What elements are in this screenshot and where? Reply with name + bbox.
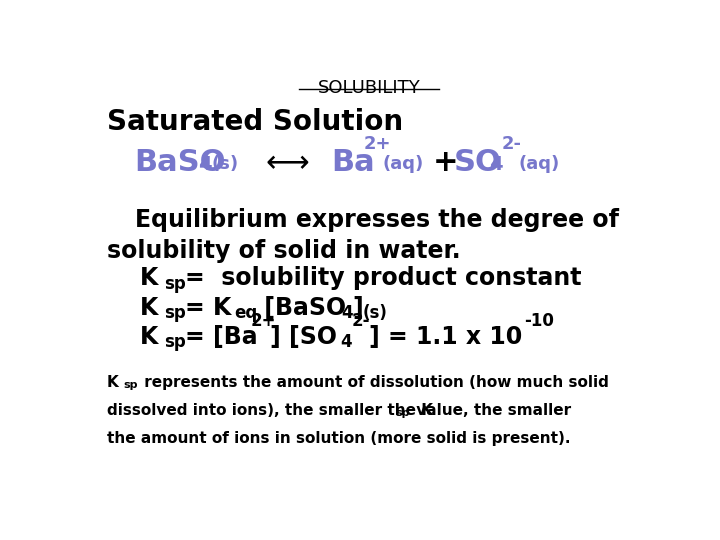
Text: sp: sp [396,408,410,418]
Text: 2-: 2- [351,312,369,330]
Text: represents the amount of dissolution (how much solid: represents the amount of dissolution (ho… [138,375,608,389]
Text: sp: sp [163,304,186,322]
Text: 4: 4 [198,156,212,174]
Text: = [Ba: = [Ba [185,325,258,349]
Text: 2-: 2- [501,134,521,153]
Text: 4: 4 [342,304,354,322]
Text: ]: ] [352,295,363,320]
Text: = K: = K [185,295,231,320]
Text: 4: 4 [340,333,351,351]
Text: dissolved into ions), the smaller the K: dissolved into ions), the smaller the K [107,403,433,418]
Text: 4: 4 [490,156,503,174]
Text: (aq): (aq) [518,156,559,173]
Text: value, the smaller: value, the smaller [411,403,571,418]
Text: sp: sp [163,275,186,293]
Text: +: + [433,148,458,177]
Text: (s): (s) [362,304,387,322]
Text: sp: sp [163,333,186,351]
Text: 2+: 2+ [364,134,391,153]
Text: SOLUBILITY: SOLUBILITY [318,79,420,97]
Text: Saturated Solution: Saturated Solution [107,109,403,137]
Text: ] = 1.1 x 10: ] = 1.1 x 10 [369,325,522,349]
Text: K: K [140,295,158,320]
Text: Ba: Ba [331,148,374,177]
Text: SO: SO [454,148,502,177]
Text: sp: sp [124,380,138,390]
Text: [BaSO: [BaSO [256,295,346,320]
Text: -10: -10 [524,312,554,330]
Text: =  solubility product constant: = solubility product constant [185,266,581,291]
Text: K: K [107,375,119,389]
Text: K: K [140,266,158,291]
Text: eq: eq [234,304,257,322]
Text: (s): (s) [212,156,239,173]
Text: $\longleftrightarrow$: $\longleftrightarrow$ [260,147,310,176]
Text: ] [SO: ] [SO [270,325,337,349]
Text: the amount of ions in solution (more solid is present).: the amount of ions in solution (more sol… [107,431,570,446]
Text: solubility of solid in water.: solubility of solid in water. [107,239,460,262]
Text: K: K [140,325,158,349]
Text: (aq): (aq) [382,156,423,173]
Text: 2+: 2+ [251,312,276,330]
Text: Equilibrium expresses the degree of: Equilibrium expresses the degree of [135,208,618,232]
Text: BaSO: BaSO [135,148,226,177]
